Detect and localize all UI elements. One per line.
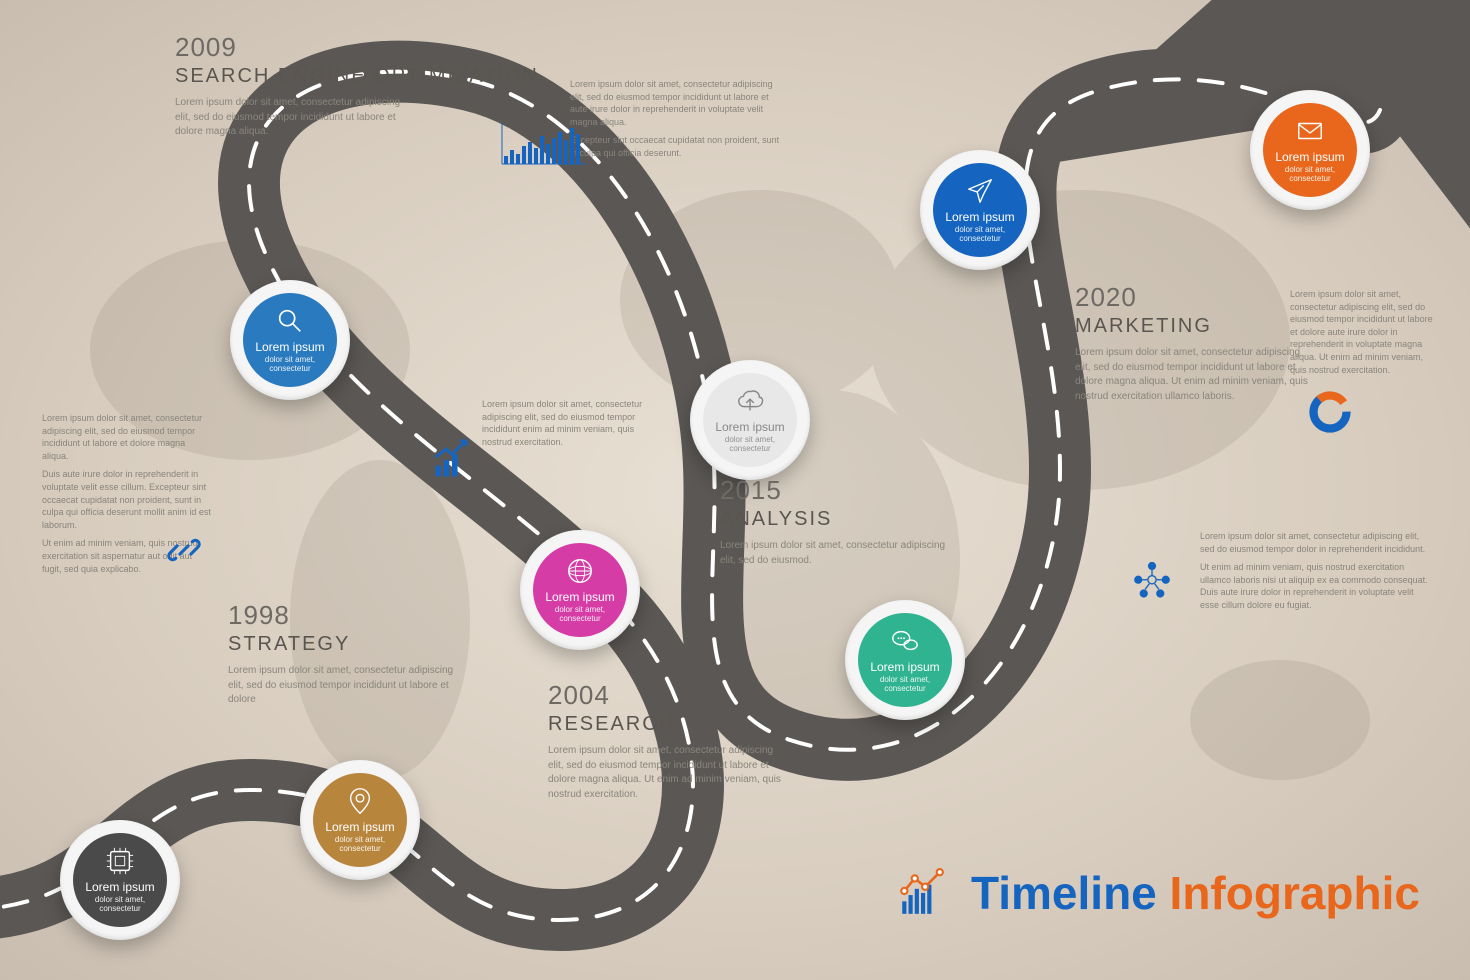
barchart-icon: [500, 120, 590, 175]
cpu-icon: [105, 846, 135, 876]
milestone-label: Lorem ipsum: [325, 820, 394, 834]
pin-icon: [345, 786, 375, 816]
milestone-sub: dolor sit amet, consectetur: [247, 355, 333, 374]
section-s2004: 2004 RESEARCH Lorem ipsum dolor sit amet…: [548, 680, 788, 802]
section-s2009: 2009 SEARCH ENGINE OPTIMIZATION Lorem ip…: [175, 32, 539, 140]
section-heading: ANALYSIS: [720, 508, 960, 531]
chat-icon: [890, 626, 920, 656]
donut-icon: [1308, 390, 1352, 439]
milestone-m6: Lorem ipsum dolor sit amet, consectetur: [845, 600, 965, 720]
milestone-m4: Lorem ipsum dolor sit amet, consectetur: [520, 530, 640, 650]
milestone-label: Lorem ipsum: [870, 660, 939, 674]
section-heading: MARKETING: [1075, 315, 1315, 338]
milestone-m5: Lorem ipsum dolor sit amet, consectetur: [690, 360, 810, 480]
milestone-m3: Lorem ipsum dolor sit amet, consectetur: [230, 280, 350, 400]
mini-text-mb-donut: Lorem ipsum dolor sit amet, consectetur …: [1290, 288, 1440, 382]
network-icon: [1130, 555, 1174, 604]
section-s2015: 2015 ANALYSIS Lorem ipsum dolor sit amet…: [720, 475, 960, 568]
globe-icon: [565, 556, 595, 586]
section-body: Lorem ipsum dolor sit amet, consectetur …: [228, 664, 468, 708]
section-heading: RESEARCH: [548, 713, 788, 736]
milestone-sub: dolor sit amet, consectetur: [707, 435, 793, 454]
title-word-1: Timeline: [971, 867, 1157, 919]
section-body: Lorem ipsum dolor sit amet, consectetur …: [1075, 346, 1315, 404]
title-word-2: Infographic: [1170, 867, 1420, 919]
milestone-label: Lorem ipsum: [85, 880, 154, 894]
cloud-icon: [735, 386, 765, 416]
milestone-label: Lorem ipsum: [1275, 150, 1344, 164]
milestone-sub: dolor sit amet, consectetur: [537, 605, 623, 624]
section-body: Lorem ipsum dolor sit amet, consectetur …: [720, 539, 960, 568]
milestone-label: Lorem ipsum: [945, 210, 1014, 224]
milestone-sub: dolor sit amet, consectetur: [937, 225, 1023, 244]
section-year: 2020: [1075, 282, 1315, 313]
milestone-label: Lorem ipsum: [255, 340, 324, 354]
title-block: Timeline Infographic: [891, 866, 1420, 920]
section-body: Lorem ipsum dolor sit amet, consectetur …: [548, 744, 788, 802]
section-year: 2004: [548, 680, 788, 711]
spark-icon: [891, 868, 951, 918]
milestone-m2: Lorem ipsum dolor sit amet, consectetur: [300, 760, 420, 880]
milestone-m8: Lorem ipsum dolor sit amet, consectetur: [1250, 90, 1370, 210]
growth-icon: [430, 438, 474, 487]
magnifier-icon: [275, 306, 305, 336]
mini-text-mb-barchart: Lorem ipsum dolor sit amet, consectetur …: [570, 78, 780, 166]
mini-text-mb-network: Lorem ipsum dolor sit amet, consectetur …: [1200, 530, 1430, 618]
milestone-label: Lorem ipsum: [545, 590, 614, 604]
section-heading: SEARCH ENGINE OPTIMIZATION: [175, 65, 539, 88]
section-year: 2009: [175, 32, 539, 63]
plane-icon: [965, 176, 995, 206]
milestone-m1: Lorem ipsum dolor sit amet, consectetur: [60, 820, 180, 940]
link-icon: [162, 528, 206, 577]
milestone-sub: dolor sit amet, consectetur: [317, 835, 403, 854]
section-heading: STRATEGY: [228, 633, 468, 656]
milestone-sub: dolor sit amet, consectetur: [862, 675, 948, 694]
section-body: Lorem ipsum dolor sit amet, consectetur …: [175, 96, 415, 140]
section-s2020: 2020 MARKETING Lorem ipsum dolor sit ame…: [1075, 282, 1315, 404]
milestone-m7: Lorem ipsum dolor sit amet, consectetur: [920, 150, 1040, 270]
mail-icon: [1295, 116, 1325, 146]
section-year: 1998: [228, 600, 468, 631]
section-year: 2015: [720, 475, 960, 506]
section-s1998: 1998 STRATEGY Lorem ipsum dolor sit amet…: [228, 600, 468, 708]
milestone-label: Lorem ipsum: [715, 420, 784, 434]
milestone-sub: dolor sit amet, consectetur: [77, 895, 163, 914]
mini-text-mb-growth: Lorem ipsum dolor sit amet, consectetur …: [482, 398, 664, 454]
milestone-sub: dolor sit amet, consectetur: [1267, 165, 1353, 184]
